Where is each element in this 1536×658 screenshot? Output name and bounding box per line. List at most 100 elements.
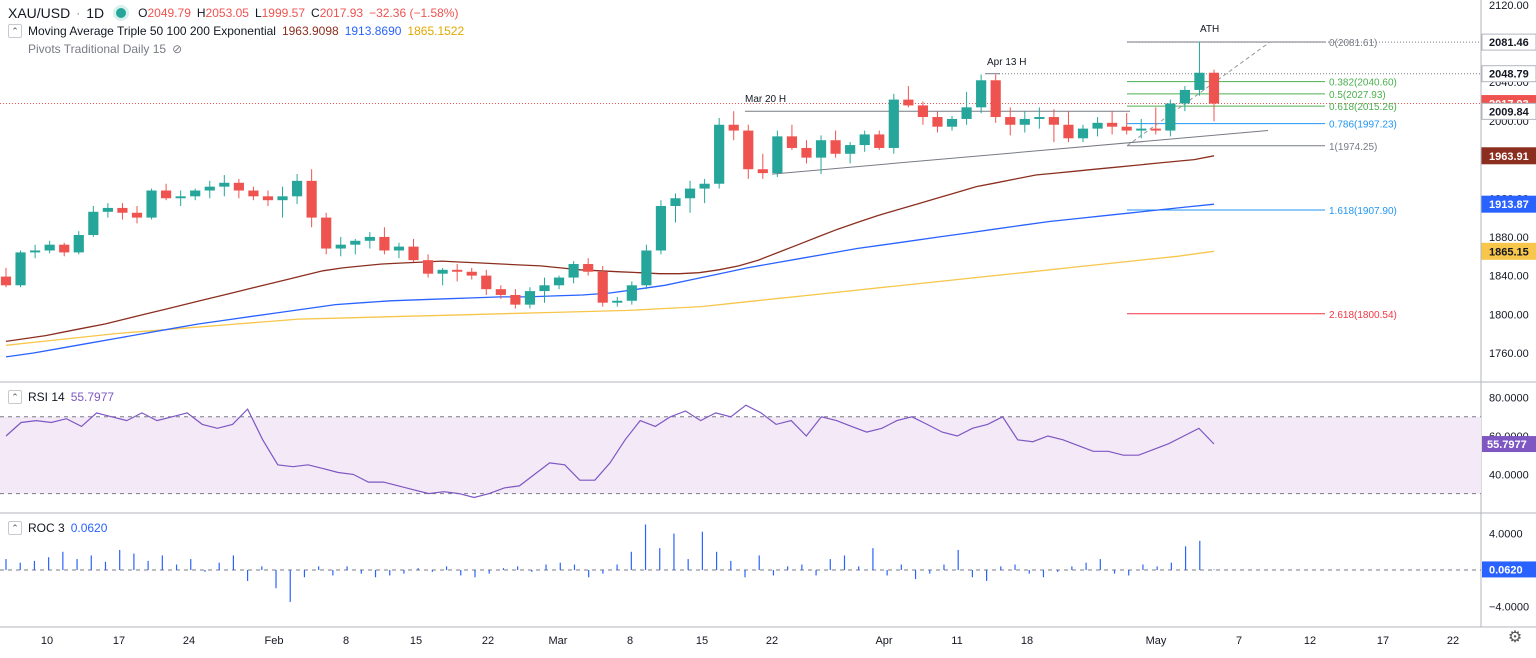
fib-trend-line [1126, 41, 1271, 147]
candle-body [1019, 118, 1030, 125]
price-badge [1481, 102, 1536, 120]
ohlc-high: 2053.05 [205, 6, 249, 20]
price-badge [1481, 242, 1536, 260]
candle-body [291, 180, 303, 197]
candle-body [772, 136, 783, 174]
ohlc-close: 2017.93 [319, 6, 364, 20]
candle-body [350, 240, 361, 245]
fib-level-label: 0.5(2027.93) [1329, 90, 1386, 101]
time-tick-label: 8 [343, 635, 349, 647]
roc-value: 0.0620 [70, 521, 108, 535]
candle-body [131, 212, 143, 218]
candle-body [1150, 128, 1161, 131]
time-tick-label: 22 [766, 635, 778, 647]
ohlc-low: 1999.57 [261, 6, 306, 20]
collapse-roc-icon[interactable]: ⌃ [8, 521, 22, 535]
candle-body [539, 285, 550, 292]
candle-body [277, 196, 288, 201]
price-tick-label: 1760.00 [1489, 348, 1529, 360]
pivots-legend-row[interactable]: Pivots Traditional Daily 15 ⊘ [28, 40, 464, 58]
time-tick-label: 7 [1236, 635, 1242, 647]
ohlc-change: −32.36 (−1.58%) [369, 6, 459, 20]
fib-level-label: 0.786(1997.23) [1329, 120, 1397, 131]
settings-gear-icon[interactable]: ⚙ [1507, 629, 1523, 646]
rsi-value: 55.7977 [70, 390, 115, 404]
candle-body [641, 250, 652, 286]
rsi-label[interactable]: RSI 14 [28, 390, 65, 404]
fib-level-label: 1.618(1907.90) [1329, 206, 1397, 217]
ma200-value: 1865.1522 [407, 24, 465, 38]
price-tick-label: 2120.00 [1489, 0, 1529, 12]
price-tick-label: 1800.00 [1489, 309, 1529, 321]
candle-body [976, 80, 987, 108]
candle-body [117, 207, 128, 213]
candle-body [510, 294, 521, 305]
mar20-label: Mar 20 H [745, 94, 786, 105]
rsi-band-fill [0, 416, 1481, 494]
candle-body [903, 99, 914, 106]
candle-body [88, 211, 99, 236]
candle-body [161, 190, 172, 199]
candle-body [146, 190, 157, 218]
price-tick-label: 1840.00 [1489, 271, 1529, 283]
ma-legend-row[interactable]: ⌃ Moving Average Triple 50 100 200 Expon… [8, 22, 464, 40]
candle-body [190, 190, 201, 197]
candle-body [15, 252, 26, 286]
candle-body [859, 134, 870, 146]
market-status-icon [116, 8, 127, 18]
ohlc-open: 2049.79 [147, 6, 191, 20]
time-tick-label: 18 [1021, 635, 1033, 647]
candle-body [801, 147, 812, 158]
symbol-label[interactable]: XAU/USD [8, 5, 71, 21]
candle-body [59, 244, 70, 253]
price-badge-label: 1913.87 [1489, 199, 1529, 211]
candle-body [830, 140, 841, 154]
candle-body [102, 207, 113, 212]
collapse-rsi-icon[interactable]: ⌃ [8, 390, 22, 404]
candle-body [0, 276, 12, 286]
pivots-indicator-label[interactable]: Pivots Traditional Daily 15 [28, 42, 167, 56]
candle-body [524, 291, 536, 305]
candle-body [655, 205, 667, 251]
candle-body [684, 188, 696, 199]
candle-body [743, 130, 754, 170]
candle-body [262, 196, 274, 201]
time-tick-label: 15 [696, 635, 708, 647]
candle-body [364, 236, 375, 241]
candle-body [1005, 117, 1016, 125]
fib-level-label: 1(1974.25) [1329, 142, 1377, 153]
time-tick-label: 17 [113, 635, 125, 647]
ma-indicator-label[interactable]: Moving Average Triple 50 100 200 Exponen… [28, 24, 276, 38]
candle-body [1092, 122, 1103, 129]
candle-body [1107, 122, 1118, 127]
rsi-line [5, 404, 1215, 499]
apr13-label: Apr 13 H [987, 57, 1026, 68]
ma100-line [5, 203, 1215, 358]
time-tick-label: 8 [627, 635, 633, 647]
candle-body [422, 260, 434, 274]
price-badge [1481, 65, 1536, 83]
roc-tick-label: −4.0000 [1489, 601, 1529, 613]
interval-label[interactable]: 1D [86, 5, 105, 21]
candle-body [568, 264, 579, 278]
candle-body [1048, 117, 1059, 125]
time-tick-label: 11 [951, 635, 962, 647]
rsi-tick-label: 80.0000 [1489, 393, 1529, 405]
collapse-legend-icon[interactable]: ⌃ [8, 24, 22, 38]
candle-body [306, 180, 317, 218]
price-badge-label: 1865.15 [1489, 246, 1529, 258]
time-tick-label: 17 [1377, 635, 1389, 647]
eye-hidden-icon[interactable]: ⊘ [172, 42, 183, 56]
candle-body [1077, 128, 1089, 139]
candle-body [961, 107, 972, 119]
candle-body [495, 289, 506, 295]
candle-body [845, 145, 856, 154]
candle-body [728, 124, 739, 131]
ma50-line [5, 155, 1215, 343]
price-badge-label: 2048.79 [1489, 69, 1529, 81]
price-badge-label: 1963.91 [1489, 151, 1529, 163]
price-badge [1481, 33, 1536, 51]
roc-label[interactable]: ROC 3 [28, 521, 65, 535]
